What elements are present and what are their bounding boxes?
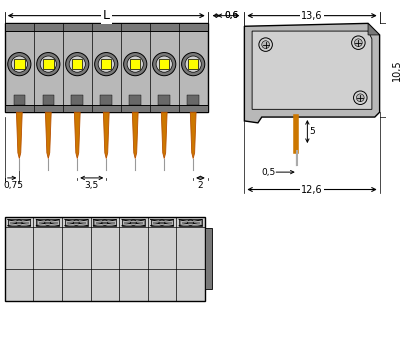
Polygon shape (14, 95, 25, 105)
Text: 0,75: 0,75 (4, 181, 24, 190)
Circle shape (156, 56, 172, 72)
Polygon shape (5, 24, 208, 112)
Circle shape (153, 53, 176, 76)
Text: 0,5: 0,5 (262, 168, 276, 177)
Circle shape (124, 53, 147, 76)
Circle shape (159, 220, 165, 225)
Circle shape (40, 56, 56, 72)
Polygon shape (72, 95, 83, 105)
Text: 5: 5 (309, 127, 315, 136)
Bar (14, 59, 24, 69)
Polygon shape (244, 24, 380, 123)
Polygon shape (158, 95, 170, 105)
Circle shape (98, 56, 114, 72)
Text: 3,5: 3,5 (85, 181, 99, 190)
Circle shape (37, 53, 60, 76)
Text: 12,6: 12,6 (301, 185, 323, 194)
Polygon shape (5, 105, 208, 112)
Circle shape (8, 53, 31, 76)
Circle shape (130, 220, 136, 225)
Polygon shape (5, 217, 205, 300)
Bar (101, 59, 112, 69)
Circle shape (69, 56, 85, 72)
Polygon shape (42, 95, 54, 105)
Circle shape (45, 220, 50, 225)
Text: 2: 2 (198, 181, 203, 190)
Polygon shape (36, 219, 59, 226)
Text: 13,6: 13,6 (301, 11, 323, 21)
Bar (188, 59, 198, 69)
Polygon shape (103, 112, 109, 159)
Polygon shape (187, 95, 199, 105)
Circle shape (73, 220, 79, 225)
Text: L: L (103, 9, 110, 22)
Polygon shape (252, 31, 372, 109)
Circle shape (356, 94, 364, 101)
Bar (159, 59, 170, 69)
Polygon shape (205, 228, 212, 289)
Polygon shape (122, 219, 145, 226)
Circle shape (66, 53, 89, 76)
Polygon shape (150, 219, 173, 226)
Circle shape (188, 220, 193, 225)
Bar (43, 59, 54, 69)
Text: 0,6: 0,6 (224, 11, 238, 20)
Polygon shape (100, 95, 112, 105)
Text: 10,5: 10,5 (392, 59, 400, 81)
Polygon shape (65, 219, 88, 226)
Polygon shape (5, 24, 208, 31)
Circle shape (11, 56, 28, 72)
Circle shape (352, 36, 365, 49)
Circle shape (182, 53, 205, 76)
Circle shape (102, 220, 108, 225)
Polygon shape (94, 219, 116, 226)
Polygon shape (74, 112, 80, 159)
Circle shape (354, 91, 367, 105)
Polygon shape (368, 24, 380, 35)
Polygon shape (190, 112, 196, 159)
Circle shape (185, 56, 201, 72)
Polygon shape (16, 112, 22, 159)
Text: 0,6: 0,6 (224, 11, 238, 20)
Polygon shape (179, 219, 202, 226)
Circle shape (16, 220, 22, 225)
Circle shape (262, 41, 270, 48)
Polygon shape (130, 95, 141, 105)
Circle shape (354, 39, 362, 47)
Bar (72, 59, 82, 69)
Polygon shape (45, 112, 51, 159)
Circle shape (127, 56, 143, 72)
Polygon shape (8, 219, 30, 226)
Polygon shape (132, 112, 138, 159)
Bar (130, 59, 140, 69)
Circle shape (259, 38, 272, 51)
Polygon shape (161, 112, 167, 159)
Circle shape (95, 53, 118, 76)
